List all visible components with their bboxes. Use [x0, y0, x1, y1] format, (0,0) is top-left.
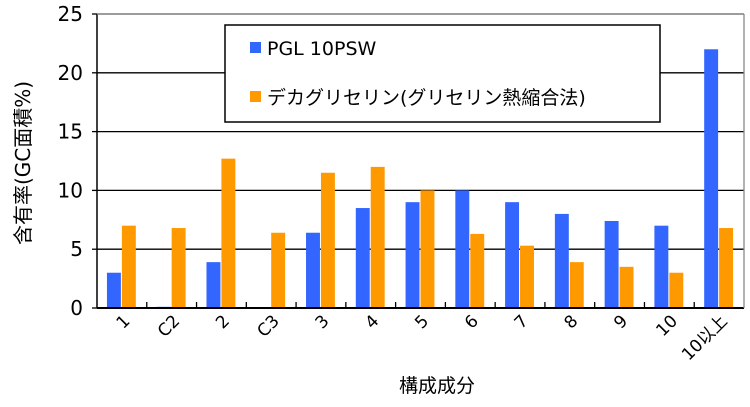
x-tick-label: 10以上 [678, 311, 731, 364]
bar-pgl [505, 202, 520, 308]
x-tick-label: 4 [361, 311, 383, 333]
x-tick-label: 2 [212, 311, 234, 333]
x-tick-label: 8 [561, 311, 583, 333]
x-tick-label: 10 [652, 311, 681, 340]
bar-decaglycerin [569, 262, 584, 308]
bar-decaglycerin [669, 272, 684, 308]
bar-pgl [604, 220, 619, 308]
bar-decaglycerin [470, 233, 485, 308]
x-tick-label: 9 [610, 311, 632, 333]
bar-decaglycerin [370, 166, 385, 308]
bar-decaglycerin [420, 190, 435, 308]
bar-decaglycerin [171, 228, 186, 308]
bar-pgl [704, 49, 719, 308]
axes [92, 13, 745, 309]
x-tick-label: 1 [113, 311, 135, 333]
bars [106, 49, 734, 308]
y-tick-label: 10 [58, 178, 83, 202]
y-tick-labels: 0 5 10 15 20 25 [58, 2, 83, 320]
bar-decaglycerin [121, 225, 136, 308]
bar-pgl [106, 272, 121, 308]
bar-decaglycerin [271, 232, 286, 308]
y-tick-label: 20 [58, 61, 83, 85]
legend: PGL 10PSW デカグリセリン(グリセリン熱縮合法) [224, 24, 661, 123]
bar-pgl [455, 190, 470, 308]
x-tick-label: C2 [154, 311, 184, 341]
x-tick-label: 7 [511, 311, 533, 333]
y-tick-label: 0 [70, 296, 83, 320]
x-tick-label: C3 [254, 311, 284, 341]
legend-label-decaglycerin: デカグリセリン(グリセリン熱縮合法) [267, 87, 586, 109]
legend-swatch-pgl [250, 42, 261, 53]
bar-pgl [306, 232, 320, 308]
bar-decaglycerin [719, 228, 734, 308]
y-tick-label: 25 [58, 2, 83, 26]
bar-decaglycerin [619, 266, 634, 308]
bar-decaglycerin [320, 172, 335, 308]
bar-pgl [355, 208, 370, 308]
bar-pgl [554, 213, 569, 308]
legend-label-pgl: PGL 10PSW [267, 38, 377, 60]
x-tick-label: 5 [411, 311, 433, 333]
y-axis-title: 含有率(GC面積%) [11, 81, 35, 245]
bar-pgl [654, 225, 669, 308]
y-tick-label: 5 [70, 237, 83, 261]
legend-box [224, 24, 661, 123]
bar-decaglycerin [221, 158, 236, 308]
y-tick-label: 15 [58, 120, 83, 144]
legend-swatch-decaglycerin [250, 91, 261, 102]
bar-pgl [405, 202, 420, 308]
x-tick-label: 3 [312, 311, 334, 333]
x-tick-label: 6 [461, 311, 483, 333]
bar-decaglycerin [520, 245, 534, 308]
bar-pgl [206, 262, 221, 308]
x-axis-title: 構成成分 [399, 375, 475, 397]
